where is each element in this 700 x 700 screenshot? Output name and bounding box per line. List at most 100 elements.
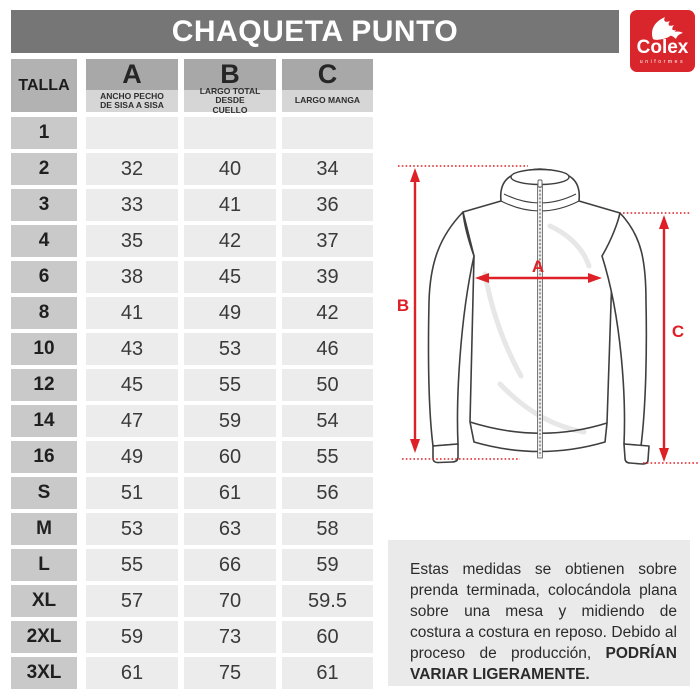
measure-a-cell: 45 bbox=[86, 369, 178, 401]
note-emphasis: PODRÍAN VARIAR LIGERAMENTE. bbox=[410, 645, 677, 683]
label-c: C bbox=[672, 322, 684, 341]
size-label-cell: 12 bbox=[11, 369, 77, 401]
measure-b-cell: 70 bbox=[184, 585, 276, 617]
title-bar: CHAQUETA PUNTO bbox=[11, 10, 619, 53]
measure-a-cell: 51 bbox=[86, 477, 178, 509]
table-row: 10 43 53 46 bbox=[11, 333, 373, 365]
column-b-header: B LARGO TOTAL DESDE CUELLO bbox=[184, 59, 276, 114]
column-c-header: C LARGO MANGA bbox=[282, 59, 373, 112]
measure-c-cell: 61 bbox=[282, 657, 373, 689]
logo-brand-text: Colex bbox=[636, 37, 689, 58]
measure-c-cell: 34 bbox=[282, 153, 373, 185]
table-row: 4 35 42 37 bbox=[11, 225, 373, 257]
measure-c-cell: 54 bbox=[282, 405, 373, 437]
measure-a-cell: 41 bbox=[86, 297, 178, 329]
measure-a-cell: 32 bbox=[86, 153, 178, 185]
column-b-letter: B bbox=[184, 59, 276, 90]
column-c-letter: C bbox=[282, 59, 373, 90]
column-b-desc-line1: LARGO TOTAL DESDE bbox=[199, 85, 261, 106]
column-a-description: ANCHO PECHO DE SISA A SISA bbox=[86, 90, 178, 112]
measure-a-cell: 61 bbox=[86, 657, 178, 689]
table-row: 3XL 61 75 61 bbox=[11, 657, 373, 689]
measure-a-cell: 57 bbox=[86, 585, 178, 617]
zipper bbox=[537, 179, 543, 459]
column-b-desc-line2: CUELLO bbox=[212, 104, 248, 115]
size-label-cell: 16 bbox=[11, 441, 77, 473]
size-label-cell: 8 bbox=[11, 297, 77, 329]
table-row: XL 57 70 59.5 bbox=[11, 585, 373, 617]
label-b: B bbox=[397, 296, 409, 315]
table-row: S 51 61 56 bbox=[11, 477, 373, 509]
size-label-cell: L bbox=[11, 549, 77, 581]
left-cuff bbox=[432, 443, 459, 464]
size-label-cell: 1 bbox=[11, 117, 77, 149]
measure-b-cell: 63 bbox=[184, 513, 276, 545]
measure-c-cell: 58 bbox=[282, 513, 373, 545]
measure-c-cell: 60 bbox=[282, 621, 373, 653]
table-row: L 55 66 59 bbox=[11, 549, 373, 581]
column-a-desc-line2: DE SISA A SISA bbox=[100, 100, 164, 110]
table-row: 6 38 45 39 bbox=[11, 261, 373, 293]
size-label-cell: 6 bbox=[11, 261, 77, 293]
size-table-header: TALLA A ANCHO PECHO DE SISA A SISA B LAR… bbox=[11, 59, 373, 114]
column-c-desc-line1: LARGO MANGA bbox=[294, 95, 361, 106]
size-label-cell: M bbox=[11, 513, 77, 545]
measure-c-cell: 42 bbox=[282, 297, 373, 329]
label-a: A bbox=[532, 257, 544, 276]
measure-b-cell: 66 bbox=[184, 549, 276, 581]
table-row: 8 41 49 42 bbox=[11, 297, 373, 329]
page-title: CHAQUETA PUNTO bbox=[171, 14, 459, 48]
measure-a-cell: 53 bbox=[86, 513, 178, 545]
size-label-cell: 10 bbox=[11, 333, 77, 365]
measure-c-cell bbox=[282, 117, 373, 149]
table-row: 2XL 59 73 60 bbox=[11, 621, 373, 653]
column-a-desc-line1: ANCHO PECHO bbox=[100, 90, 164, 101]
note-text: Estas medidas se obtienen sobre prenda t… bbox=[410, 559, 677, 685]
measure-c-cell: 50 bbox=[282, 369, 373, 401]
measure-c-cell: 59.5 bbox=[282, 585, 373, 617]
measure-b-cell: 49 bbox=[184, 297, 276, 329]
note-body: Estas medidas se obtienen sobre prenda t… bbox=[410, 561, 677, 662]
table-row: 16 49 60 55 bbox=[11, 441, 373, 473]
size-label-cell: S bbox=[11, 477, 77, 509]
measure-b-cell: 41 bbox=[184, 189, 276, 221]
measure-c-cell: 59 bbox=[282, 549, 373, 581]
size-table-body: 1 2 32 40 34 3 33 41 36 4 35 42 37 6 38 bbox=[11, 117, 373, 693]
measure-b-cell: 75 bbox=[184, 657, 276, 689]
colex-logo: Colex uniformes bbox=[630, 10, 695, 72]
measure-b-cell: 53 bbox=[184, 333, 276, 365]
table-row: 3 33 41 36 bbox=[11, 189, 373, 221]
measure-c-cell: 46 bbox=[282, 333, 373, 365]
logo-subtitle-text: uniformes bbox=[639, 59, 686, 65]
measure-b-cell: 73 bbox=[184, 621, 276, 653]
talla-header-cell: TALLA bbox=[11, 59, 77, 112]
size-label-cell: 14 bbox=[11, 405, 77, 437]
measure-a-cell: 47 bbox=[86, 405, 178, 437]
size-label-cell: 4 bbox=[11, 225, 77, 257]
measure-b-cell: 61 bbox=[184, 477, 276, 509]
jacket-measurement-diagram: A B C bbox=[397, 165, 698, 465]
column-b-description: LARGO TOTAL DESDE CUELLO bbox=[184, 85, 276, 114]
table-row: M 53 63 58 bbox=[11, 513, 373, 545]
size-label-cell: 3 bbox=[11, 189, 77, 221]
measure-a-cell: 43 bbox=[86, 333, 178, 365]
measure-a-cell: 49 bbox=[86, 441, 178, 473]
measure-a-cell: 55 bbox=[86, 549, 178, 581]
right-cuff bbox=[623, 443, 650, 465]
measurement-note: Estas medidas se obtienen sobre prenda t… bbox=[388, 540, 690, 686]
measure-b-cell: 45 bbox=[184, 261, 276, 293]
size-label-cell: 3XL bbox=[11, 657, 77, 689]
bird-icon bbox=[651, 17, 683, 40]
table-row: 12 45 55 50 bbox=[11, 369, 373, 401]
measure-b-cell: 59 bbox=[184, 405, 276, 437]
table-row: 14 47 59 54 bbox=[11, 405, 373, 437]
measure-a-cell: 33 bbox=[86, 189, 178, 221]
measure-c-cell: 39 bbox=[282, 261, 373, 293]
left-sleeve bbox=[427, 211, 475, 447]
column-a-header: A ANCHO PECHO DE SISA A SISA bbox=[86, 59, 178, 112]
measure-a-cell: 35 bbox=[86, 225, 178, 257]
measure-c-cell: 36 bbox=[282, 189, 373, 221]
measure-c-cell: 56 bbox=[282, 477, 373, 509]
measure-b-cell bbox=[184, 117, 276, 149]
